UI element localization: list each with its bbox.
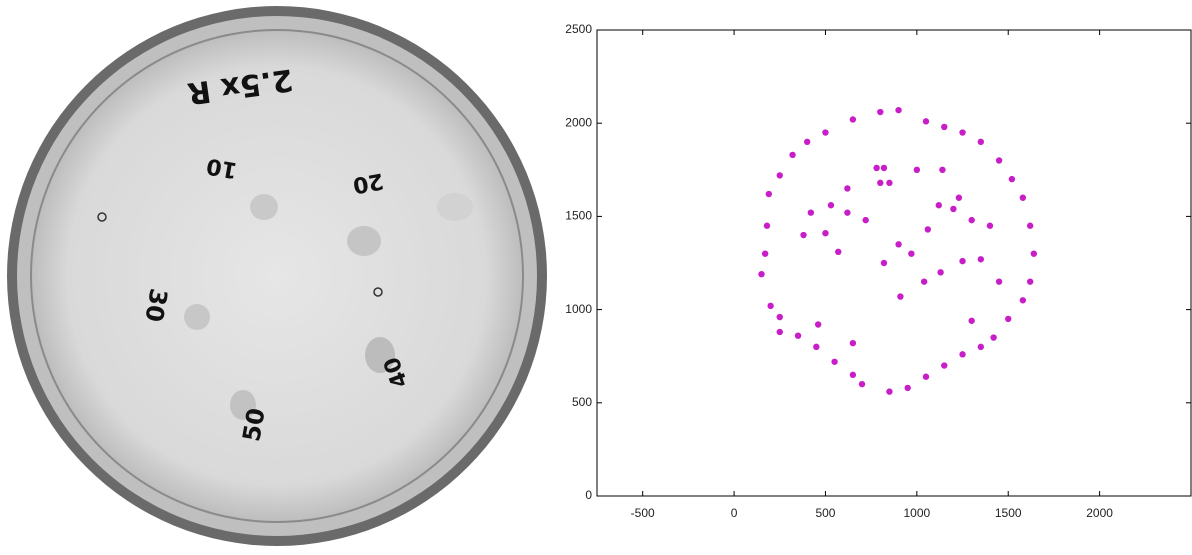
x-tick-label: 1000 (903, 506, 930, 520)
point (895, 241, 902, 248)
point (849, 371, 857, 379)
point (977, 343, 985, 351)
point (886, 179, 893, 187)
point (794, 332, 802, 339)
speck (97, 212, 107, 222)
point (880, 164, 888, 172)
point (939, 166, 946, 173)
colony (250, 194, 278, 220)
point (822, 229, 829, 237)
point (1030, 250, 1038, 257)
point (767, 302, 774, 310)
y-tick-label: 1000 (565, 302, 592, 316)
colony (437, 193, 473, 221)
y-tick-label: 1500 (565, 209, 592, 223)
point (908, 250, 915, 257)
point (913, 166, 921, 173)
x-tick-label: -500 (631, 506, 655, 520)
point (959, 129, 966, 136)
point (941, 123, 948, 131)
point (763, 222, 771, 229)
point (977, 256, 985, 263)
point (968, 216, 975, 224)
point (873, 164, 880, 172)
point (807, 209, 815, 216)
point (990, 334, 997, 341)
point (758, 270, 765, 278)
point (1026, 278, 1034, 285)
point (849, 339, 857, 347)
point (959, 351, 966, 358)
point (800, 231, 807, 239)
point (761, 250, 769, 257)
point (924, 226, 932, 233)
point (844, 209, 851, 216)
plate-label: 10 (205, 153, 240, 183)
point (895, 106, 902, 114)
point (920, 278, 928, 285)
point (995, 157, 1003, 164)
x-tick-label: 2000 (1086, 506, 1113, 520)
speck (373, 287, 383, 297)
point (789, 151, 796, 159)
point (835, 248, 842, 256)
point (968, 317, 975, 324)
point (922, 373, 930, 380)
x-tick-label: 500 (815, 506, 835, 520)
point (822, 129, 829, 136)
point (1019, 297, 1027, 304)
point (1008, 175, 1016, 183)
point (862, 216, 869, 224)
point (959, 257, 966, 265)
point (776, 313, 783, 321)
point (831, 358, 838, 365)
point (922, 118, 930, 125)
plot-frame (596, 29, 1192, 497)
point (995, 278, 1003, 285)
point (1019, 194, 1027, 201)
y-tick-label: 2500 (565, 22, 592, 36)
point (877, 108, 884, 116)
point (765, 190, 773, 198)
point (880, 259, 888, 267)
point (858, 380, 866, 388)
colony (365, 337, 395, 373)
point (803, 138, 811, 146)
point (950, 205, 957, 213)
point (977, 138, 985, 146)
point (986, 222, 994, 229)
agar (30, 29, 524, 523)
point (1026, 222, 1034, 229)
y-tick-label: 2000 (565, 115, 592, 129)
point (904, 384, 911, 392)
point (814, 321, 822, 328)
point (955, 194, 963, 201)
x-tick-label: 0 (731, 506, 738, 520)
colony (230, 390, 256, 420)
point (813, 343, 820, 351)
point (941, 362, 948, 369)
y-tick-label: 0 (585, 488, 592, 502)
point (937, 269, 944, 276)
plate-label: 20 (351, 168, 386, 198)
point (776, 328, 783, 336)
y-tick-label: 500 (572, 395, 592, 409)
point (849, 116, 857, 123)
plate-label: 30 (139, 286, 172, 324)
point (897, 293, 904, 300)
point (886, 388, 893, 395)
petri-dish-photo: 2.5x R 10 20 30 40 50 (7, 6, 547, 546)
point (844, 185, 851, 192)
point (877, 179, 884, 187)
point (776, 172, 783, 179)
point (1005, 315, 1012, 323)
point (827, 202, 835, 209)
colony (347, 226, 381, 256)
plate-label: 50 (237, 406, 270, 444)
point (935, 202, 942, 209)
x-tick-label: 1500 (995, 506, 1022, 520)
colony (184, 304, 210, 330)
